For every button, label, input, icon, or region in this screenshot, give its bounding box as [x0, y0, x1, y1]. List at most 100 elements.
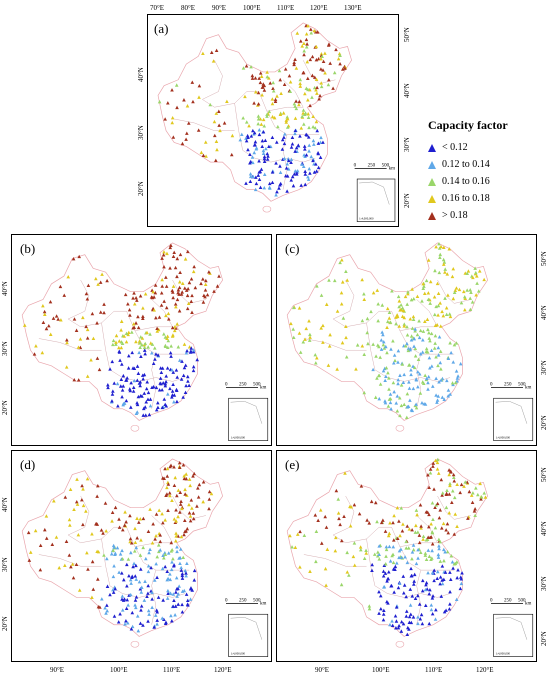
station-marker [133, 598, 138, 602]
station-marker [428, 471, 433, 475]
station-marker [267, 181, 272, 186]
station-marker [442, 260, 447, 264]
station-marker [443, 550, 447, 554]
station-marker [454, 286, 459, 290]
station-marker [264, 146, 268, 151]
station-marker [324, 583, 328, 587]
station-marker [399, 403, 404, 408]
tick-top-a-3: 100°E [243, 4, 261, 12]
station-marker [203, 288, 208, 292]
station-marker [267, 144, 271, 149]
station-marker [334, 47, 338, 52]
station-marker [105, 278, 109, 283]
station-marker [478, 481, 482, 486]
station-marker [166, 311, 171, 316]
map-panel-e: 0 250 500 km 1:4,000,000 (e) [276, 450, 537, 662]
province-border [399, 542, 438, 547]
station-marker [106, 383, 110, 387]
station-marker [32, 352, 37, 356]
station-marker [144, 386, 149, 391]
station-marker [172, 328, 177, 333]
station-marker [208, 102, 213, 107]
station-marker [151, 361, 156, 365]
province-border [416, 354, 422, 409]
station-marker [392, 389, 396, 394]
station-marker [131, 385, 136, 389]
station-marker [163, 343, 168, 348]
station-marker [379, 606, 383, 611]
station-marker [316, 57, 321, 61]
station-marker [359, 484, 364, 488]
station-marker [313, 352, 318, 357]
station-marker [470, 300, 475, 304]
station-marker [172, 483, 177, 488]
station-marker [434, 245, 438, 249]
station-marker [168, 386, 172, 391]
station-marker [244, 120, 249, 124]
station-marker [301, 340, 306, 344]
province-border [122, 377, 186, 382]
station-marker [430, 530, 435, 535]
station-marker [416, 357, 421, 362]
station-marker [397, 581, 402, 585]
station-marker [399, 629, 404, 633]
south-china-sea-inset: 1:4,000,000 [228, 397, 269, 441]
station-marker [114, 342, 118, 346]
province-border [437, 495, 471, 520]
station-marker [428, 587, 432, 592]
station-marker [238, 137, 243, 142]
station-marker [409, 372, 413, 377]
china-outline [21, 242, 224, 421]
station-marker [141, 314, 145, 319]
station-marker [458, 586, 463, 591]
station-marker [122, 523, 127, 527]
station-marker [445, 522, 450, 526]
station-marker [120, 571, 124, 575]
station-marker [394, 315, 398, 319]
station-marker [74, 562, 79, 567]
station-marker [458, 361, 463, 366]
station-marker [178, 561, 182, 566]
station-marker [414, 523, 418, 528]
station-marker [314, 529, 319, 534]
station-marker [412, 365, 417, 370]
station-marker [154, 385, 159, 390]
station-marker [433, 505, 437, 510]
station-marker [174, 519, 179, 523]
station-marker [314, 77, 319, 81]
tick-top-a-5: 120°E [310, 4, 328, 12]
station-marker [68, 523, 72, 527]
station-marker [253, 76, 258, 80]
station-marker [64, 365, 69, 369]
station-marker [404, 539, 408, 544]
station-marker [383, 562, 388, 566]
station-marker [443, 270, 447, 274]
station-marker [319, 326, 323, 330]
station-marker [387, 531, 392, 536]
station-marker [367, 604, 372, 608]
station-marker [467, 489, 472, 494]
station-marker [126, 332, 130, 337]
station-marker [455, 376, 460, 380]
tick-left-d-1: 30°N [1, 557, 9, 572]
station-marker [309, 31, 314, 35]
station-marker [201, 51, 205, 55]
station-marker [369, 499, 374, 504]
station-marker [195, 357, 200, 362]
station-marker [293, 545, 298, 550]
legend-item-0: < 0.12 [428, 139, 546, 156]
station-marker [157, 315, 162, 319]
station-marker [118, 612, 122, 616]
tick-top-a-6: 130°E [344, 4, 362, 12]
station-marker [483, 495, 488, 499]
station-marker [344, 355, 349, 359]
station-marker [387, 544, 392, 549]
station-marker [406, 348, 411, 353]
station-marker [129, 581, 133, 585]
station-marker [124, 339, 129, 344]
station-marker [324, 302, 329, 306]
station-marker [84, 324, 88, 329]
station-marker [147, 550, 151, 555]
station-marker [294, 172, 299, 176]
station-marker [385, 306, 390, 311]
